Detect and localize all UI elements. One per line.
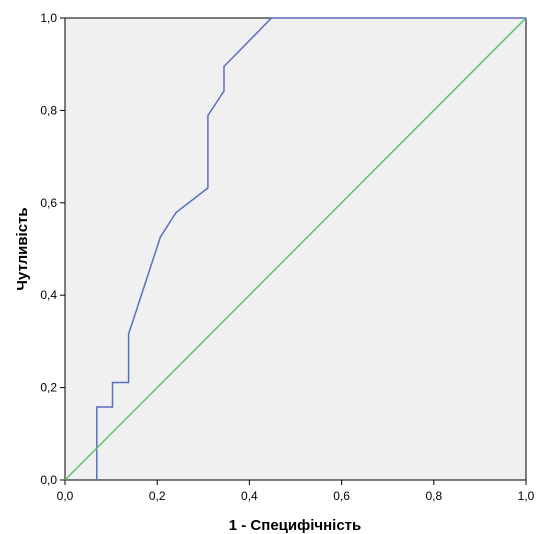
y-axis-title: Чутливість — [14, 207, 31, 290]
y-tick-label: 1,0 — [40, 11, 57, 25]
y-tick-label: 0,0 — [40, 473, 57, 487]
x-tick-label: 0,8 — [425, 489, 442, 503]
y-tick-label: 0,4 — [40, 288, 57, 302]
reference-diagonal-line — [64, 17, 527, 481]
x-tick-label: 0,0 — [57, 489, 74, 503]
y-axis-ticks: 0,0 0,2 0,4 0,6 0,8 1,0 — [40, 11, 65, 487]
x-tick-label: 0,6 — [333, 489, 350, 503]
x-tick-label: 1,0 — [518, 489, 535, 503]
y-tick-label: 0,2 — [40, 381, 57, 395]
x-tick-label: 0,2 — [149, 489, 166, 503]
y-tick-label: 0,6 — [40, 196, 57, 210]
y-tick-label: 0,8 — [40, 103, 57, 117]
x-axis-ticks: 0,0 0,2 0,4 0,6 0,8 1,0 — [57, 480, 535, 503]
roc-curve-line — [96, 17, 526, 480]
x-tick-label: 0,4 — [241, 489, 258, 503]
x-axis-title: 1 - Специфічність — [229, 517, 362, 534]
series-lines — [64, 17, 527, 481]
